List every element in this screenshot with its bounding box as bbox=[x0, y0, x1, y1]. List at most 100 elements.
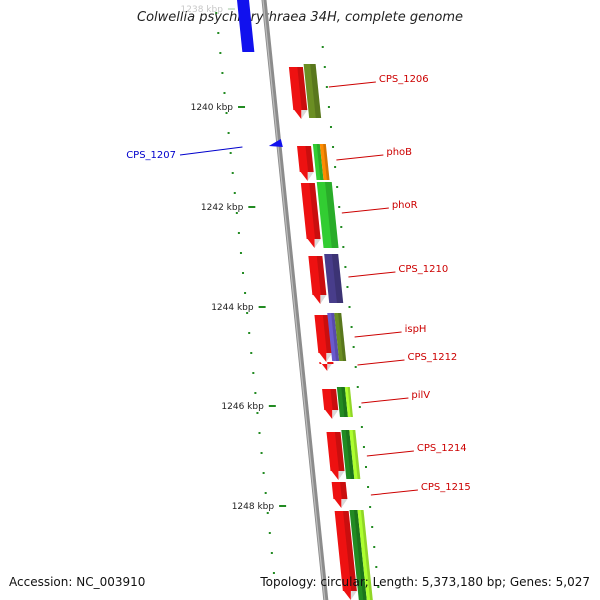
tick-dot bbox=[221, 72, 224, 74]
gene-arrow-shade bbox=[316, 256, 327, 304]
tick-dot bbox=[346, 286, 349, 288]
track-bar-forest bbox=[341, 430, 355, 479]
genome-summary-text: Topology: circular; Length: 5,373,180 bp… bbox=[260, 575, 590, 589]
ruler-label: 1238 kbp bbox=[181, 5, 224, 15]
tick-dot bbox=[231, 172, 234, 174]
ruler-tick bbox=[258, 306, 266, 308]
tick-dot bbox=[256, 412, 259, 414]
tick-dot bbox=[262, 472, 265, 474]
backbone-line bbox=[261, 0, 329, 600]
tick-dot bbox=[268, 532, 271, 534]
track-bar-lime bbox=[349, 430, 361, 479]
label-leader bbox=[336, 154, 384, 161]
tick-dot bbox=[373, 546, 376, 548]
tick-dot bbox=[342, 246, 345, 248]
ruler-tick bbox=[248, 206, 256, 208]
gene-arrow-body bbox=[334, 511, 357, 600]
ruler-label: 1242 kbp bbox=[201, 203, 244, 213]
gene-label: phoR bbox=[392, 200, 418, 211]
tick-dot bbox=[338, 206, 341, 208]
gene-label: phoB bbox=[386, 147, 412, 158]
tick-dot bbox=[258, 432, 261, 434]
track-bar-forest-shade bbox=[341, 387, 348, 417]
accession-text: Accession: NC_003910 bbox=[9, 575, 146, 589]
tick-dot bbox=[377, 586, 380, 588]
gene-arrow[interactable] bbox=[308, 256, 327, 304]
gene-label: CPS_1212 bbox=[407, 352, 457, 363]
gene-arrow[interactable] bbox=[322, 389, 339, 419]
tick-dot bbox=[223, 92, 226, 94]
tick-dot bbox=[358, 406, 361, 408]
label-leader bbox=[366, 450, 414, 457]
tick-dot bbox=[375, 566, 378, 568]
track-bar-darkslate bbox=[324, 254, 344, 303]
tick-dot bbox=[362, 446, 365, 448]
position-ruler: 1238 kbp 1240 kbp 1242 kbp 1244 kbp 1246 kbp… bbox=[181, 5, 287, 512]
track-bar-forest-shade bbox=[353, 510, 367, 600]
tick-dot bbox=[242, 272, 245, 274]
tick-dot bbox=[270, 552, 273, 554]
gene-arrow[interactable] bbox=[334, 511, 357, 600]
tick-dot bbox=[327, 106, 330, 108]
track-bar-olive bbox=[334, 313, 347, 361]
tick-dot bbox=[352, 346, 355, 348]
reverse-gene-arrow[interactable] bbox=[268, 139, 283, 147]
tick-dot bbox=[323, 66, 326, 68]
track-bar-orange bbox=[319, 144, 330, 180]
track-bar-olive bbox=[303, 64, 322, 118]
tick-dot bbox=[225, 112, 228, 114]
tick-dot bbox=[350, 326, 353, 328]
genome-backbone bbox=[261, 0, 329, 600]
gene-arrow-body bbox=[319, 362, 334, 371]
gene-arrow-shade bbox=[305, 146, 314, 181]
gene-arrow-shade bbox=[322, 315, 333, 362]
ruler-label: 1240 kbp bbox=[191, 103, 234, 113]
tick-dot bbox=[248, 332, 251, 334]
reverse-gene-bar[interactable] bbox=[237, 0, 255, 52]
tick-dot bbox=[244, 292, 247, 294]
gene-arrow[interactable] bbox=[300, 183, 321, 248]
track-bar-orange-shade bbox=[323, 144, 330, 180]
tick-dot bbox=[369, 506, 372, 508]
gene-arrow[interactable] bbox=[326, 432, 345, 480]
gene-arrow[interactable] bbox=[314, 315, 333, 362]
tick-dot bbox=[227, 132, 230, 134]
gene-arrow[interactable] bbox=[297, 146, 314, 181]
label-leader bbox=[354, 331, 402, 338]
ruler-tick bbox=[279, 505, 287, 507]
label-leader bbox=[328, 81, 376, 88]
track-bar-lime bbox=[344, 387, 353, 417]
track-bar-forest bbox=[349, 510, 367, 600]
reverse-gene-body bbox=[237, 0, 255, 52]
tick-dot bbox=[325, 86, 328, 88]
ruler-label: 1244 kbp bbox=[211, 303, 254, 313]
tick-dot bbox=[336, 186, 339, 188]
tick-dot bbox=[332, 146, 335, 148]
track-bar-lime-shade bbox=[360, 510, 373, 600]
tick-dot bbox=[272, 572, 275, 574]
track-bar-olive-shade bbox=[310, 64, 322, 118]
tick-dot bbox=[348, 306, 351, 308]
tick-dot bbox=[264, 492, 267, 494]
label-leader bbox=[370, 489, 418, 496]
tick-dot bbox=[367, 486, 370, 488]
gene-arrow-shade bbox=[309, 183, 321, 248]
track-bar-green-shade bbox=[324, 182, 339, 248]
gene-label: CPS_1207 bbox=[126, 150, 176, 161]
gene-label: CPS_1214 bbox=[417, 443, 467, 454]
tick-dot bbox=[260, 452, 263, 454]
ruler-label: 1248 kbp bbox=[232, 502, 275, 512]
track-bar-lime bbox=[357, 510, 373, 600]
tick-dot bbox=[371, 526, 374, 528]
gene-arrow-shade bbox=[297, 67, 308, 119]
gene-arrow[interactable] bbox=[331, 482, 348, 508]
gene-label: ispH bbox=[405, 324, 427, 335]
ruler-tick bbox=[227, 8, 235, 10]
tick-dot bbox=[356, 386, 359, 388]
gene-features[interactable] bbox=[237, 0, 373, 600]
gene-arrow-shade bbox=[327, 362, 334, 371]
gene-arrow[interactable] bbox=[288, 67, 308, 119]
tick-dot bbox=[217, 32, 220, 34]
gene-arrow[interactable] bbox=[319, 362, 334, 371]
gene-arrow-body bbox=[288, 67, 308, 119]
